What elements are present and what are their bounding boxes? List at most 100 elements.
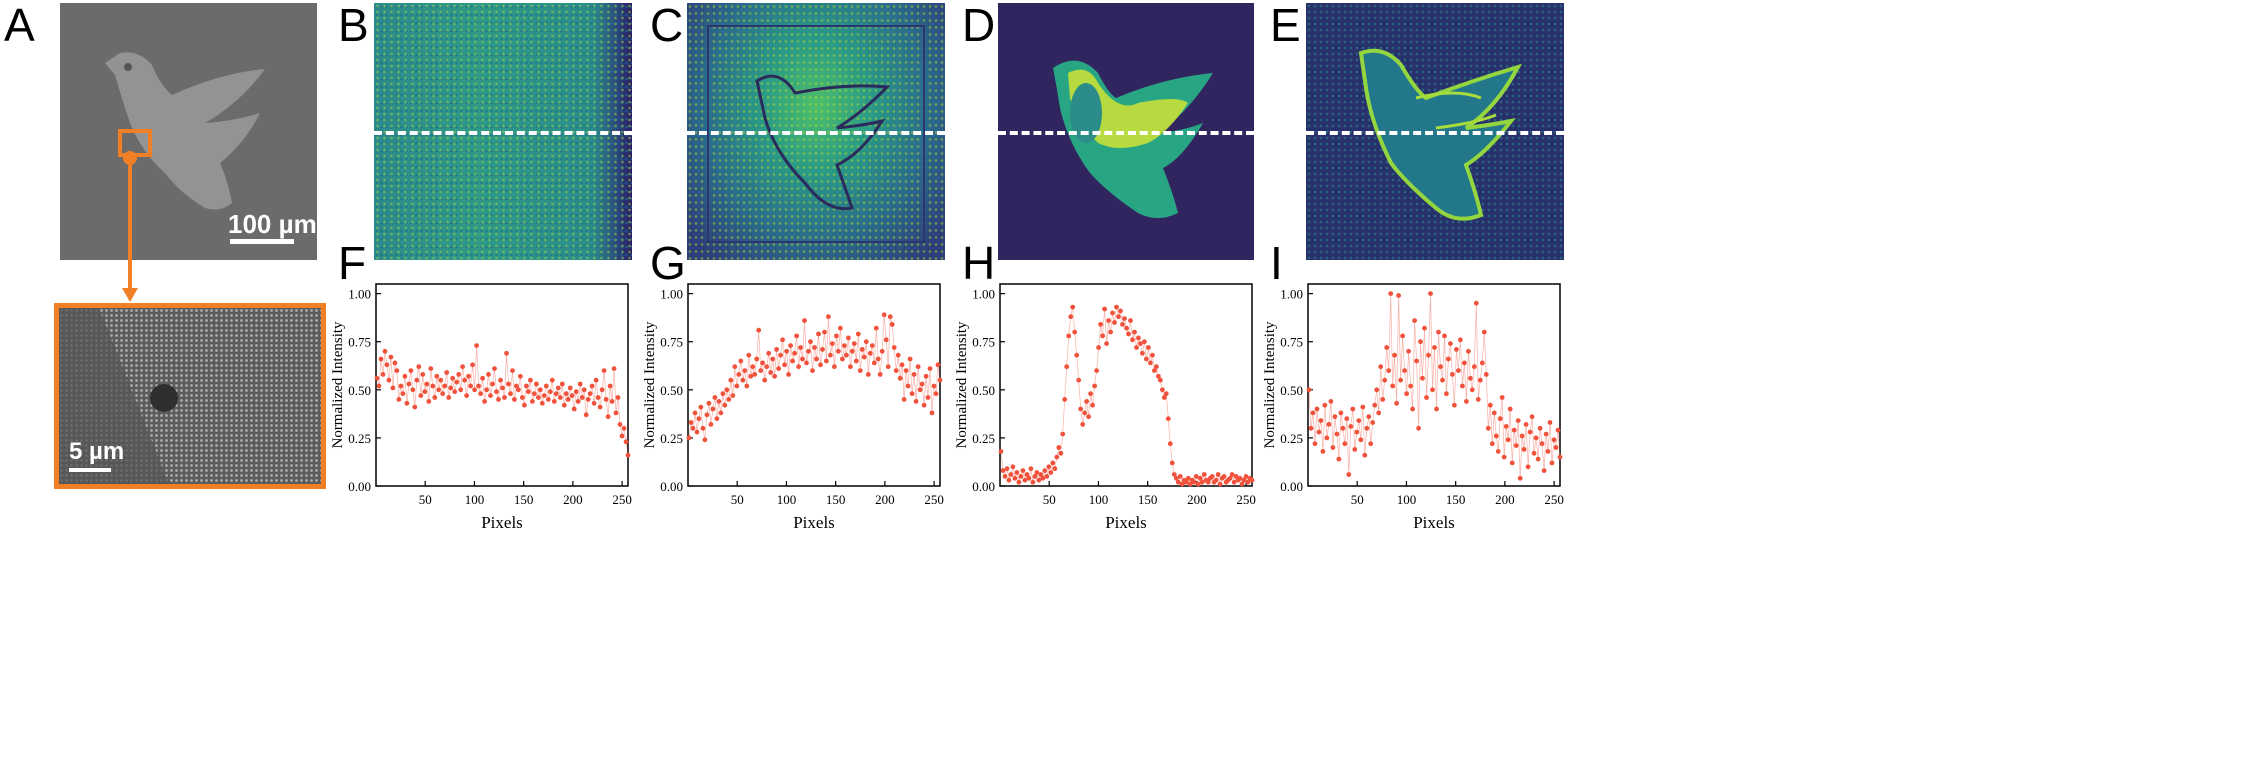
data-point	[893, 368, 899, 373]
data-point	[1410, 406, 1415, 412]
data-point	[855, 331, 861, 337]
data-point	[561, 402, 567, 408]
data-point	[581, 387, 587, 393]
data-point	[1217, 481, 1223, 487]
data-point	[760, 360, 766, 366]
data-point	[1493, 433, 1499, 439]
data-point	[816, 331, 821, 337]
data-point	[484, 387, 489, 393]
x-axis-label: Pixels	[481, 513, 523, 532]
data-point	[1382, 377, 1388, 383]
data-point	[1040, 475, 1046, 481]
data-point	[1191, 479, 1197, 485]
data-point	[766, 350, 772, 356]
data-point	[1466, 348, 1471, 354]
data-point	[1380, 397, 1386, 402]
data-point	[869, 343, 875, 348]
data-point	[810, 368, 815, 373]
data-point	[826, 314, 831, 320]
data-point	[750, 364, 756, 370]
data-point	[746, 352, 752, 358]
line-profile-chart-g: 0.00 0.25 0.50 0.75 1.00 50 100 150 200 250 Pixels…	[642, 283, 944, 532]
profile-line	[1306, 131, 1564, 135]
data-point	[722, 402, 728, 408]
data-point	[770, 356, 776, 362]
data-point	[724, 387, 730, 393]
data-point	[1491, 410, 1497, 416]
data-point	[410, 387, 416, 393]
data-point	[1138, 341, 1143, 346]
data-point	[1390, 383, 1396, 389]
data-point	[436, 387, 442, 393]
zoom-connector	[122, 151, 138, 302]
data-point	[710, 406, 716, 412]
data-point	[1442, 333, 1447, 339]
data-point	[1160, 387, 1165, 393]
data-point	[1227, 475, 1233, 481]
data-point	[1310, 410, 1316, 416]
data-point	[541, 393, 547, 398]
x-axis-label: Pixels	[793, 513, 835, 532]
data-point	[1364, 425, 1370, 431]
data-point	[1533, 435, 1539, 441]
dove-silhouette-icon	[105, 52, 265, 210]
data-point	[1483, 372, 1489, 377]
data-point	[1418, 339, 1423, 345]
data-point	[1245, 479, 1251, 485]
data-point	[1032, 474, 1038, 479]
data-point	[1507, 406, 1513, 412]
data-point	[567, 385, 573, 391]
x-tick-label: 250	[1236, 492, 1256, 507]
data-point	[836, 348, 841, 354]
data-point	[571, 406, 577, 412]
data-point	[1038, 472, 1044, 477]
data-point	[1062, 397, 1068, 402]
data-point	[1306, 387, 1312, 393]
data-point	[768, 370, 774, 375]
data-point	[1056, 445, 1062, 450]
profile-line	[687, 131, 945, 135]
data-point	[716, 399, 722, 404]
data-point	[859, 347, 865, 352]
data-point	[764, 364, 770, 370]
data-point	[1537, 425, 1543, 431]
data-point	[1336, 456, 1342, 462]
data-point	[1112, 320, 1117, 325]
data-point	[885, 364, 891, 370]
data-point	[1175, 479, 1181, 485]
data-point	[1330, 445, 1336, 450]
data-point	[848, 364, 853, 370]
data-point	[1555, 427, 1561, 433]
panel-label-h: H	[962, 237, 996, 289]
data-point	[1187, 481, 1193, 487]
data-point	[1163, 391, 1169, 397]
data-point	[903, 368, 909, 373]
data-point	[696, 416, 702, 422]
data-point	[917, 387, 923, 393]
data-point	[454, 379, 460, 385]
data-point	[740, 377, 746, 383]
data-point	[1074, 352, 1080, 358]
data-point	[1388, 291, 1394, 296]
x-tick-label: 150	[514, 492, 534, 507]
data-point	[1024, 472, 1030, 477]
data-point	[378, 356, 384, 362]
x-tick-label: 100	[465, 492, 485, 507]
data-point	[400, 391, 406, 397]
x-tick-label: 50	[1043, 492, 1056, 507]
data-point	[742, 368, 748, 373]
data-point	[396, 397, 402, 402]
data-point	[545, 397, 551, 402]
data-point	[1165, 416, 1171, 422]
data-point	[1499, 395, 1505, 400]
data-point	[1126, 331, 1131, 337]
data-point	[1406, 348, 1411, 354]
plot-frame	[1307, 283, 1561, 487]
data-point	[1132, 329, 1137, 335]
data-point	[412, 404, 418, 410]
data-point	[1036, 477, 1042, 483]
data-point	[1171, 472, 1177, 477]
y-axis-label: Normalized Intensity	[330, 321, 346, 449]
y-tick-label: 0.25	[660, 431, 683, 446]
data-point	[472, 387, 477, 393]
